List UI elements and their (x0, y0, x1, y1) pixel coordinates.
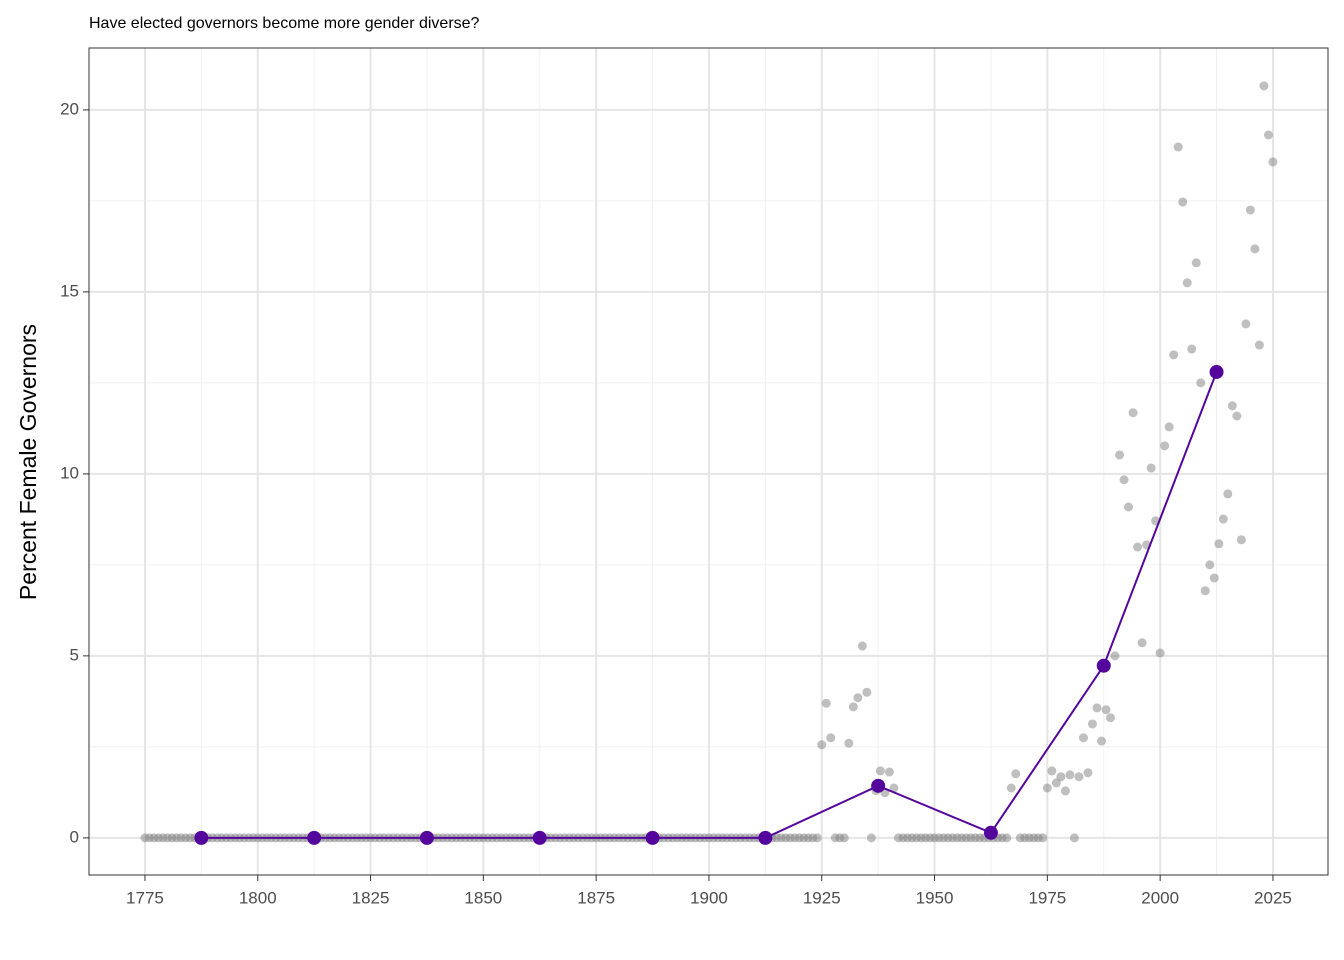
line (201, 371, 1218, 839)
point (1241, 319, 1251, 329)
point (1006, 783, 1016, 793)
x-tick-label: 1800 (239, 888, 277, 907)
point (1056, 772, 1066, 782)
chart-title: Have elected governors become more gende… (89, 15, 480, 32)
x-tick-label: 1925 (803, 888, 841, 907)
point (1214, 539, 1224, 549)
point (1232, 411, 1242, 421)
line-point (1096, 658, 1111, 673)
line-point (532, 830, 547, 845)
y-tick-label: 0 (70, 827, 79, 846)
point (1002, 833, 1012, 843)
point (889, 783, 899, 793)
line-point (871, 778, 886, 793)
point (1173, 142, 1183, 152)
point (1254, 340, 1264, 350)
point (821, 698, 831, 708)
point (1236, 535, 1246, 545)
point (853, 693, 863, 703)
point (1087, 719, 1097, 729)
line-point (645, 830, 660, 845)
point (1263, 130, 1273, 140)
line-point (194, 830, 209, 845)
point (1169, 350, 1179, 360)
point (1110, 651, 1120, 661)
line-point (983, 825, 998, 840)
line-point (758, 830, 773, 845)
point (1060, 786, 1070, 796)
point (1164, 422, 1174, 432)
point (848, 702, 858, 712)
point (1187, 344, 1197, 354)
y-tick-label: 5 (70, 645, 79, 664)
point (1133, 542, 1143, 552)
point (817, 740, 827, 750)
x-tick-label: 1850 (464, 888, 502, 907)
x-tick-label: 1900 (690, 888, 728, 907)
point (1200, 586, 1210, 596)
point (1119, 475, 1129, 485)
point (1078, 733, 1088, 743)
point (857, 641, 867, 651)
y-tick-label: 10 (60, 463, 79, 482)
point (1182, 278, 1192, 288)
point (1051, 778, 1061, 788)
point (1115, 450, 1125, 460)
point (1196, 378, 1206, 388)
x-tick-label: 1950 (916, 888, 954, 907)
x-tick-label: 2000 (1141, 888, 1179, 907)
point (1096, 736, 1106, 746)
point (1069, 833, 1079, 843)
y-tick-label: 20 (60, 99, 79, 118)
line-point (307, 830, 322, 845)
point (1128, 408, 1138, 418)
point (1124, 502, 1134, 512)
point (1038, 833, 1048, 843)
point (1092, 703, 1102, 713)
point (1106, 713, 1116, 723)
point (1205, 560, 1215, 570)
x-tick-label: 1775 (126, 888, 164, 907)
x-tick-label: 1875 (577, 888, 615, 907)
point (1101, 705, 1111, 715)
x-tick-label: 2025 (1254, 888, 1292, 907)
point (1047, 766, 1057, 776)
point (884, 767, 894, 777)
point (812, 833, 822, 843)
point (1250, 244, 1260, 254)
plot-border (88, 47, 1329, 876)
point (875, 766, 885, 776)
point (1178, 197, 1188, 207)
point (1245, 205, 1255, 215)
point (1268, 157, 1278, 167)
point (1011, 769, 1021, 779)
point (1218, 514, 1228, 524)
x-tick-label: 1825 (352, 888, 390, 907)
point (1074, 772, 1084, 782)
point (1065, 770, 1075, 780)
point (826, 733, 836, 743)
point (1209, 573, 1219, 583)
point (1137, 638, 1147, 648)
point (1191, 258, 1201, 268)
point (1223, 489, 1233, 499)
point (1083, 768, 1093, 778)
point (1227, 401, 1237, 411)
point (844, 738, 854, 748)
y-axis-title: Percent Female Governors (15, 324, 41, 600)
point (1042, 783, 1052, 793)
point (1259, 81, 1269, 91)
y-tick-label: 15 (60, 281, 79, 300)
point (866, 833, 876, 843)
point (839, 833, 849, 843)
x-tick-label: 1975 (1028, 888, 1066, 907)
point (1146, 463, 1156, 473)
line-point (1209, 364, 1224, 379)
point (1160, 441, 1170, 451)
point (862, 687, 872, 697)
line-point (419, 830, 434, 845)
point (1155, 648, 1165, 658)
